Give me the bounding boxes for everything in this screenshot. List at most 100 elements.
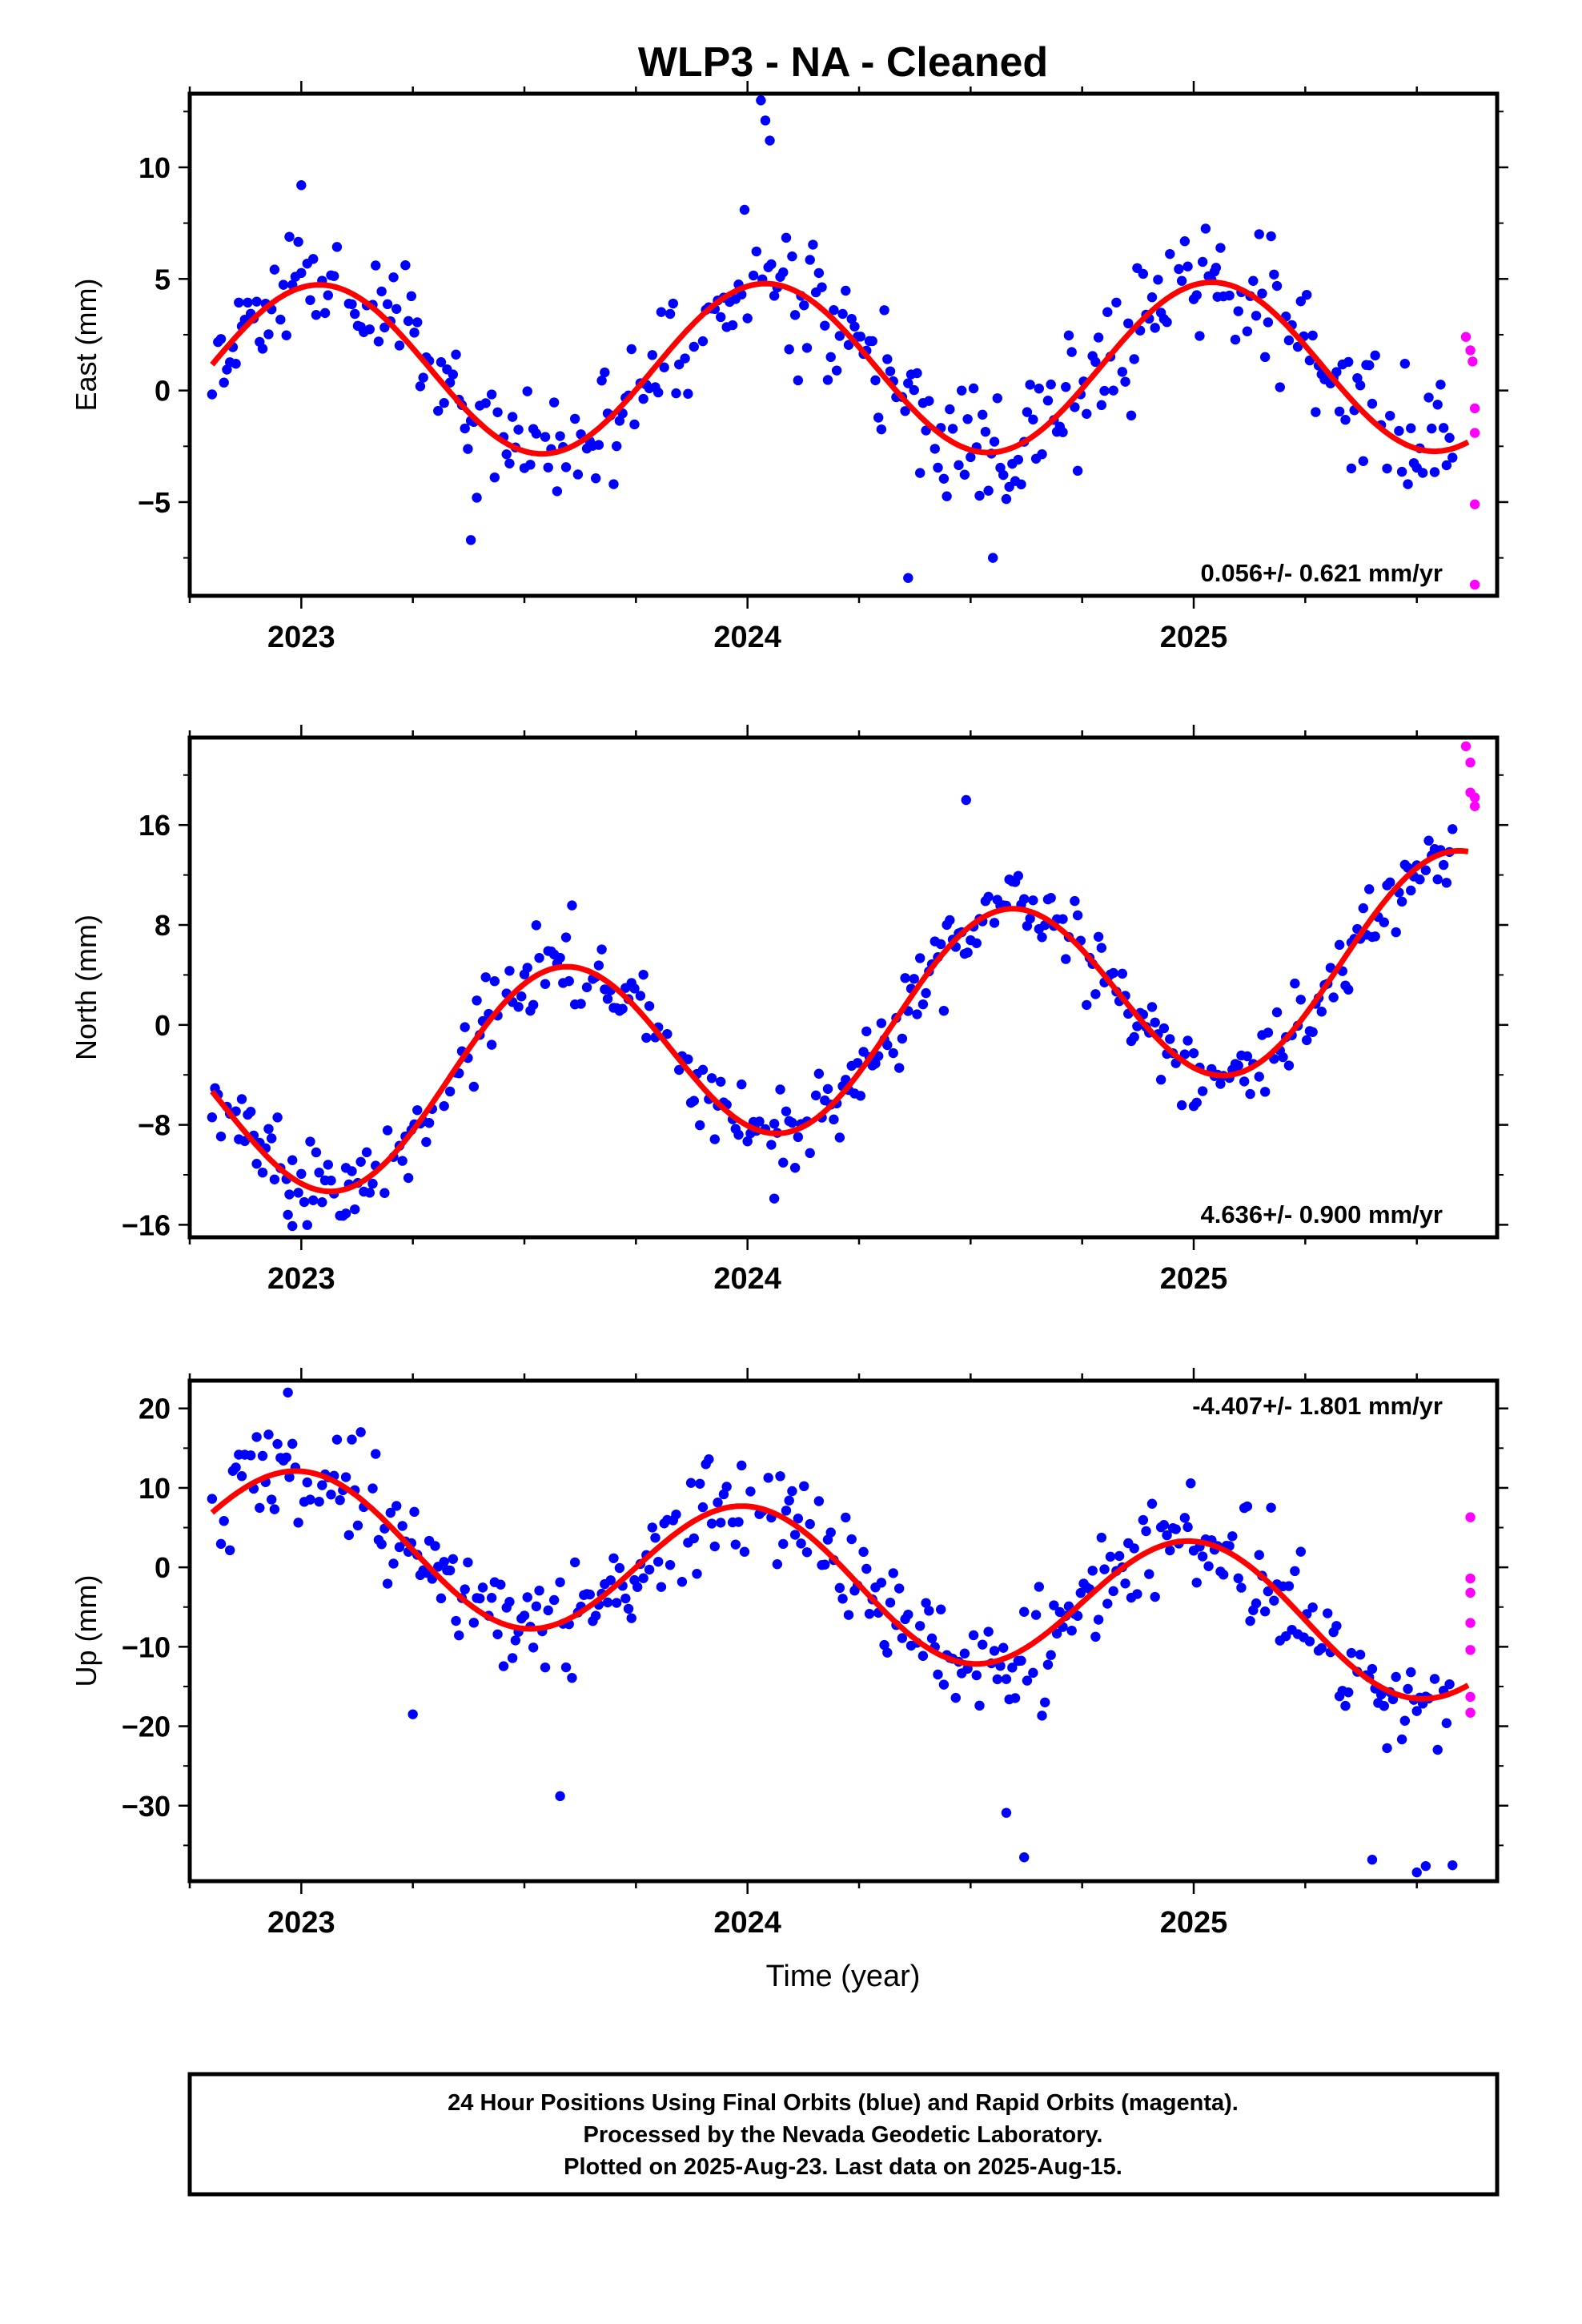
data-point [263, 329, 274, 340]
data-point [1117, 968, 1128, 979]
data-point [689, 341, 699, 352]
y-axis-label: Up (mm) [70, 1575, 102, 1687]
data-point [293, 236, 303, 247]
data-point [307, 254, 319, 264]
data-point [382, 1578, 393, 1589]
data-point [1399, 358, 1411, 369]
data-point [1367, 398, 1378, 409]
data-point [540, 979, 551, 989]
data-point [448, 369, 459, 380]
y-axis-label: East (mm) [70, 279, 102, 412]
data-point [716, 1076, 726, 1087]
data-point [1438, 859, 1449, 870]
data-point [590, 473, 601, 484]
data-point [1278, 1051, 1288, 1063]
data-point [689, 1533, 699, 1544]
data-point [1040, 1697, 1050, 1708]
rapid-orbit-points [1460, 741, 1480, 811]
data-point [716, 1518, 726, 1528]
data-point [418, 372, 428, 383]
data-point [974, 1700, 985, 1711]
data-point [727, 320, 738, 331]
y-tick-label: 0 [155, 1009, 171, 1042]
data-point [480, 972, 491, 983]
data-point [460, 423, 470, 434]
data-point [477, 1582, 488, 1593]
data-point [1046, 379, 1056, 390]
data-point [1271, 1007, 1283, 1018]
data-point [644, 1001, 655, 1011]
data-point [1355, 1650, 1366, 1660]
data-point [1051, 1628, 1062, 1639]
data-point [600, 367, 610, 378]
data-point [632, 1582, 643, 1592]
data-point [1049, 1600, 1059, 1610]
data-point [460, 1584, 470, 1594]
data-point [954, 460, 964, 471]
data-point [1295, 995, 1306, 1005]
data-point [1429, 467, 1440, 477]
data-point [1037, 448, 1047, 460]
y-axis-label: North (mm) [70, 915, 102, 1060]
footer-box: 24 Hour Positions Using Final Orbits (bl… [187, 2072, 1500, 2197]
data-point [1269, 1595, 1279, 1606]
data-point [219, 377, 229, 388]
data-point [314, 1167, 324, 1178]
data-point [1025, 913, 1035, 924]
data-point [721, 1482, 732, 1492]
data-point [400, 259, 411, 271]
data-point [962, 414, 973, 424]
data-point [668, 298, 678, 309]
data-point [1105, 1551, 1116, 1562]
data-point [480, 398, 491, 408]
data-point [692, 1568, 702, 1579]
data-point [215, 334, 227, 344]
data-point [930, 444, 940, 454]
data-point [1099, 1564, 1110, 1574]
data-point [528, 1642, 539, 1653]
data-point [1070, 895, 1080, 907]
data-point [257, 1167, 268, 1178]
data-point [367, 1483, 378, 1494]
data-point [284, 1472, 295, 1482]
data-point [433, 405, 444, 416]
rapid-data-point [1469, 499, 1480, 509]
data-point [444, 1565, 456, 1576]
data-point [656, 1582, 667, 1592]
data-point [825, 1527, 836, 1538]
footer-line-3: Plotted on 2025-Aug-23. Last data on 202… [564, 2154, 1122, 2180]
data-point [784, 344, 794, 355]
data-point [1046, 893, 1056, 903]
data-point [1146, 1002, 1158, 1012]
data-point [335, 1495, 345, 1506]
data-point [813, 1068, 825, 1079]
data-point [486, 1593, 497, 1603]
data-point [590, 1610, 601, 1621]
data-point [885, 1598, 896, 1608]
data-point [626, 344, 636, 355]
data-point [528, 999, 539, 1011]
data-point [243, 297, 253, 308]
data-point [531, 428, 542, 439]
data-point [1254, 229, 1264, 239]
data-point [255, 1502, 265, 1514]
data-point [560, 462, 572, 472]
data-point [1170, 1524, 1181, 1534]
data-point [765, 135, 775, 146]
data-point [917, 999, 929, 1010]
data-point [1158, 1520, 1170, 1530]
data-point [1016, 479, 1026, 490]
data-point [924, 396, 934, 406]
data-point [468, 1081, 480, 1092]
data-point [706, 1073, 717, 1084]
data-point [492, 407, 503, 417]
data-point [914, 953, 926, 963]
data-point [1150, 1591, 1160, 1602]
data-point [1271, 280, 1283, 292]
final-orbit-points [207, 794, 1458, 1232]
rapid-data-point [1469, 579, 1480, 590]
data-point [653, 1556, 664, 1567]
data-point [323, 290, 333, 300]
data-point [817, 282, 827, 292]
